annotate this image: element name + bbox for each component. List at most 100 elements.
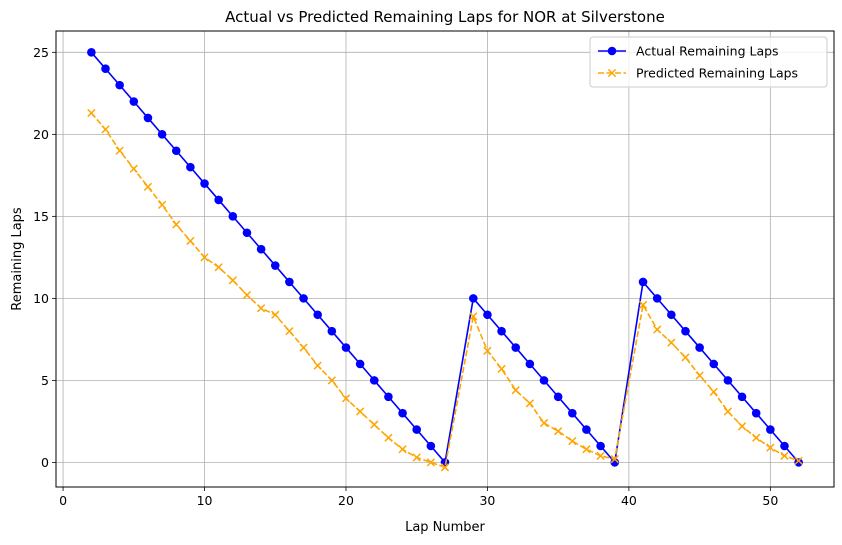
axes: 0 10 20 30 40 50 0 5 10 15 20 25 bbox=[33, 45, 778, 508]
data-point bbox=[398, 408, 407, 418]
data-point bbox=[398, 445, 407, 454]
data-point bbox=[87, 108, 96, 118]
data-point bbox=[483, 346, 492, 355]
data-point bbox=[129, 97, 139, 106]
data-point bbox=[256, 304, 266, 313]
data-point bbox=[568, 408, 577, 418]
data-point bbox=[681, 326, 690, 336]
data-point bbox=[384, 392, 393, 402]
data-point bbox=[737, 392, 747, 402]
series-group bbox=[87, 48, 803, 472]
data-point bbox=[200, 253, 209, 262]
x-axis-label: Lap Number bbox=[405, 520, 485, 535]
data-point bbox=[129, 164, 138, 173]
data-point bbox=[299, 294, 308, 303]
data-point bbox=[610, 454, 619, 464]
data-point bbox=[412, 425, 422, 434]
data-point bbox=[228, 212, 238, 221]
data-point bbox=[214, 263, 223, 272]
data-point bbox=[101, 125, 110, 134]
legend-marker bbox=[607, 68, 617, 78]
y-tick-label: 10 bbox=[33, 291, 49, 306]
y-tick-label: 5 bbox=[41, 373, 49, 388]
data-point bbox=[186, 236, 195, 246]
data-point bbox=[341, 343, 351, 352]
data-point bbox=[709, 359, 719, 369]
data-point bbox=[256, 244, 266, 254]
data-point bbox=[653, 325, 662, 334]
data-point bbox=[143, 113, 153, 123]
data-point bbox=[186, 162, 195, 172]
data-point bbox=[681, 353, 690, 362]
data-point bbox=[525, 359, 535, 369]
data-point bbox=[582, 425, 591, 434]
data-point bbox=[313, 310, 322, 320]
data-point bbox=[723, 376, 733, 385]
y-axis-label: Remaining Laps bbox=[10, 207, 25, 311]
data-point bbox=[313, 361, 322, 370]
data-point bbox=[143, 182, 153, 191]
data-point bbox=[157, 130, 167, 139]
data-point bbox=[370, 420, 379, 429]
data-point bbox=[652, 294, 662, 303]
data-point bbox=[285, 277, 294, 287]
plot-frame bbox=[55, 30, 835, 488]
data-point bbox=[497, 326, 506, 336]
x-tick-label: 30 bbox=[479, 493, 495, 508]
data-point bbox=[554, 427, 563, 436]
data-point bbox=[794, 458, 803, 467]
data-point bbox=[440, 463, 450, 472]
series-0 bbox=[87, 48, 803, 467]
y-tick-label: 20 bbox=[33, 127, 49, 142]
data-point bbox=[539, 418, 549, 428]
data-point bbox=[299, 343, 308, 352]
data-point bbox=[327, 376, 336, 385]
data-point bbox=[582, 445, 591, 454]
data-point bbox=[596, 441, 605, 451]
data-point bbox=[369, 376, 379, 385]
data-point bbox=[440, 458, 450, 467]
data-point bbox=[271, 310, 280, 319]
data-point bbox=[228, 276, 237, 285]
y-tick-label: 25 bbox=[33, 45, 49, 60]
data-point bbox=[355, 359, 365, 369]
data-point bbox=[709, 387, 718, 396]
data-point bbox=[596, 451, 605, 460]
data-point bbox=[695, 371, 704, 380]
data-point bbox=[426, 458, 435, 467]
data-point bbox=[242, 228, 252, 238]
data-point bbox=[638, 277, 648, 287]
legend-item: Actual Remaining Laps bbox=[598, 44, 779, 59]
data-point bbox=[327, 326, 337, 336]
y-tick-label: 0 bbox=[41, 455, 49, 470]
data-point bbox=[115, 80, 124, 90]
data-point bbox=[511, 343, 521, 352]
data-point bbox=[766, 443, 775, 452]
grid-lines bbox=[56, 31, 834, 487]
series-line bbox=[90, 112, 799, 469]
legend: Actual Remaining Laps Predicted Remaining… bbox=[589, 36, 828, 88]
data-point bbox=[511, 386, 520, 395]
data-point bbox=[172, 220, 181, 229]
data-point bbox=[384, 433, 393, 442]
data-point bbox=[751, 408, 761, 418]
legend-label: Predicted Remaining Laps bbox=[636, 66, 798, 81]
data-point bbox=[412, 453, 421, 462]
data-point bbox=[101, 64, 110, 74]
data-point bbox=[341, 394, 351, 403]
x-tick-label: 50 bbox=[762, 493, 778, 508]
legend-marker bbox=[607, 46, 617, 56]
data-point bbox=[285, 327, 294, 336]
data-point bbox=[468, 294, 478, 303]
data-point bbox=[737, 422, 747, 431]
data-point bbox=[214, 195, 223, 205]
data-point bbox=[200, 179, 209, 188]
data-point bbox=[426, 441, 436, 451]
x-tick-label: 20 bbox=[338, 493, 354, 508]
data-point bbox=[355, 407, 365, 416]
legend-label: Actual Remaining Laps bbox=[636, 44, 779, 59]
y-tick-label: 15 bbox=[33, 209, 49, 224]
data-point bbox=[723, 407, 733, 416]
data-point bbox=[752, 433, 761, 442]
